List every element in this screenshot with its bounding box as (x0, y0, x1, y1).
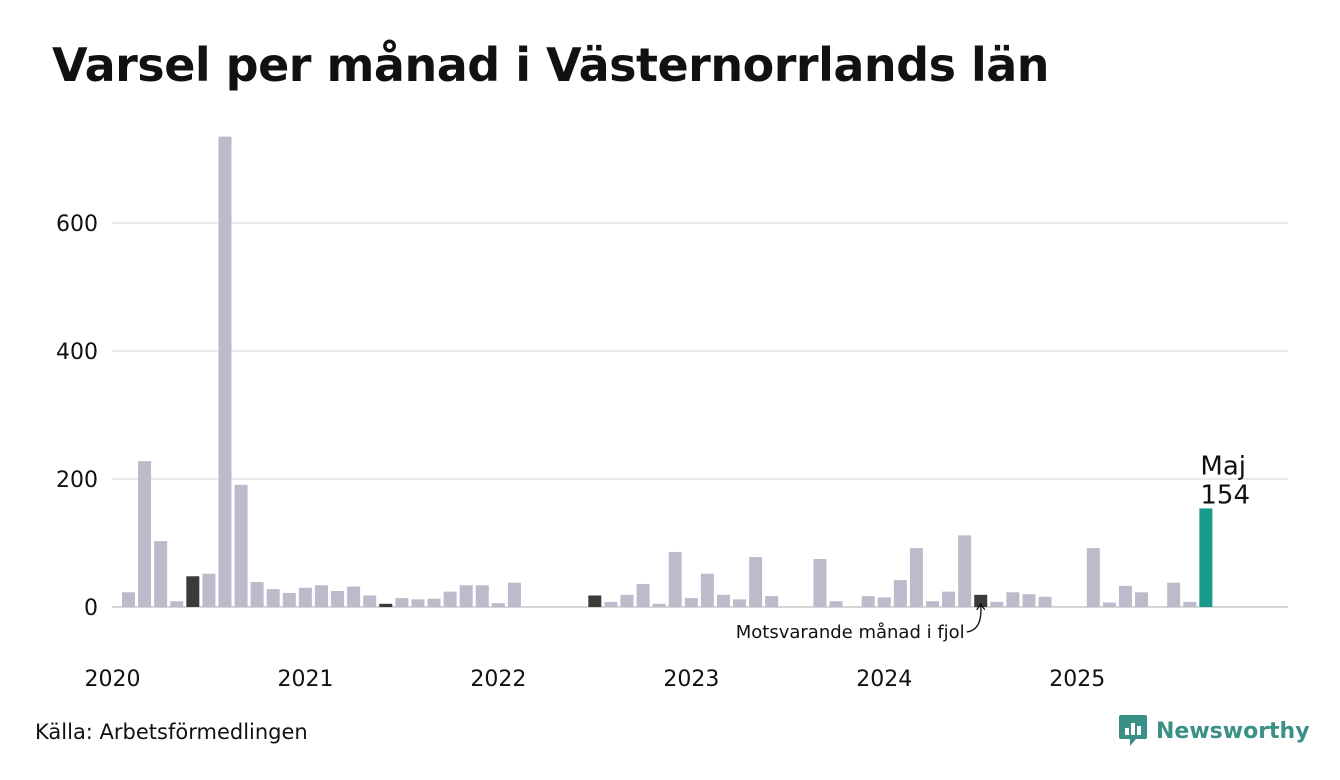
bar (668, 551, 682, 607)
chart-title: Varsel per månad i Västernorrlands län (52, 38, 1050, 92)
bar (443, 591, 457, 607)
newsworthy-icon (1119, 715, 1147, 746)
bar (652, 603, 666, 607)
bar (893, 580, 907, 607)
y-tick-label: 0 (84, 596, 98, 621)
bar (813, 559, 827, 607)
bar (234, 484, 248, 607)
bar (411, 599, 425, 607)
x-tick-label: 2024 (856, 667, 912, 692)
bar (314, 585, 328, 607)
bar (298, 587, 312, 607)
bar (1118, 585, 1132, 607)
x-tick-label: 2020 (85, 667, 141, 692)
bar (218, 136, 232, 607)
x-tick-label: 2023 (663, 667, 719, 692)
source-note: Källa: Arbetsförmedlingen (35, 720, 308, 744)
bar (1167, 582, 1181, 607)
previous-year-bar (186, 576, 200, 607)
bar (684, 598, 698, 607)
annotations: Motsvarande månad i fjol Maj 154 (736, 451, 1250, 643)
bar (427, 598, 441, 607)
brand-name: Newsworthy (1156, 718, 1310, 744)
y-tick-label: 400 (56, 340, 98, 365)
bar (958, 535, 972, 607)
y-axis-labels: 0 200 400 600 (56, 212, 98, 621)
x-tick-label: 2021 (278, 667, 334, 692)
bar (507, 582, 521, 607)
bar (877, 597, 891, 607)
bar (347, 586, 361, 607)
bar (138, 461, 152, 607)
bar (202, 573, 216, 607)
bar (1183, 601, 1197, 607)
bar (459, 585, 473, 607)
bar (395, 598, 409, 607)
y-tick-label: 200 (56, 468, 98, 493)
bar (170, 601, 184, 607)
highlight-bar (1199, 508, 1213, 607)
bar (1006, 592, 1020, 607)
bar (700, 573, 714, 607)
bar (909, 548, 923, 607)
previous-year-annotation: Motsvarande månad i fjol (736, 622, 965, 643)
bar (942, 591, 956, 607)
bar (716, 594, 730, 607)
bar (926, 601, 939, 607)
previous-year-bar (974, 594, 988, 607)
bar (829, 601, 843, 607)
bar (604, 601, 618, 607)
bar (1135, 592, 1149, 607)
bar (1022, 594, 1036, 607)
bar (749, 557, 763, 607)
bar (1102, 602, 1116, 607)
bar (363, 595, 377, 607)
bar (990, 601, 1004, 607)
bar (266, 589, 280, 607)
y-tick-label: 600 (56, 212, 98, 237)
bar (765, 596, 779, 607)
grid-lines (112, 222, 1288, 608)
previous-year-bar (588, 595, 602, 607)
bar (636, 583, 650, 607)
bar (282, 592, 296, 607)
x-tick-label: 2025 (1049, 667, 1105, 692)
highlight-value-label: 154 (1200, 480, 1250, 510)
bar (491, 603, 505, 607)
x-axis-labels: 2020 2021 2022 2023 2024 2025 (85, 667, 1106, 692)
bar (1038, 596, 1052, 607)
bar (154, 541, 168, 607)
bar (1086, 548, 1100, 607)
bar (620, 594, 634, 607)
annotation-arrow (966, 602, 986, 633)
bar (861, 596, 875, 607)
highlight-month-label: Maj (1200, 451, 1246, 481)
bar (122, 592, 135, 607)
brand-logo[interactable]: Newsworthy (1118, 713, 1310, 749)
bar (250, 582, 264, 607)
x-tick-label: 2022 (470, 667, 526, 692)
previous-year-bar (379, 603, 393, 607)
bars (122, 136, 1213, 607)
bar (331, 591, 345, 607)
bar (733, 599, 747, 607)
bar (475, 585, 489, 607)
